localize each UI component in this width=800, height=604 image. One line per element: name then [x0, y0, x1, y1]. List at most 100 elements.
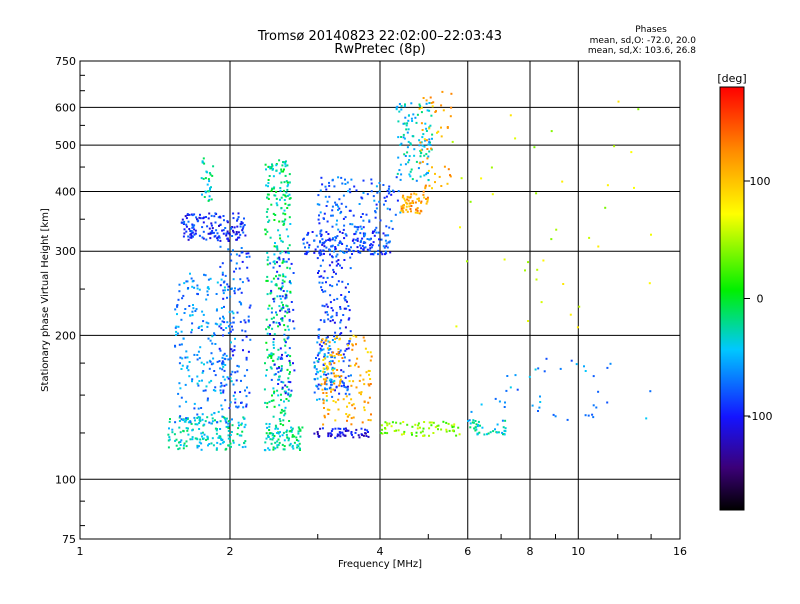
- data-point: [276, 440, 279, 443]
- data-point: [285, 260, 288, 263]
- data-point: [236, 225, 239, 228]
- data-point: [430, 421, 433, 424]
- data-point: [207, 322, 210, 325]
- data-point: [271, 187, 274, 190]
- data-point: [277, 277, 280, 280]
- data-point: [284, 296, 287, 299]
- data-point: [275, 169, 278, 172]
- data-point: [282, 290, 285, 292]
- data-point: [352, 416, 355, 419]
- data-point: [281, 318, 284, 321]
- data-point: [281, 164, 284, 167]
- data-point: [222, 297, 225, 300]
- data-point: [401, 196, 404, 199]
- data-point: [268, 448, 271, 451]
- data-point: [222, 375, 225, 378]
- data-point: [209, 187, 211, 190]
- legend-line-x: mean, sd,X: 103.6, 26.8: [588, 46, 696, 56]
- data-point: [349, 330, 352, 333]
- data-point: [223, 369, 226, 372]
- data-point: [414, 423, 417, 426]
- data-point: [271, 327, 274, 330]
- data-point: [191, 226, 194, 229]
- data-point: [316, 257, 319, 260]
- data-point: [354, 364, 356, 367]
- data-point: [328, 237, 331, 240]
- data-point: [318, 214, 320, 217]
- data-point: [319, 189, 322, 192]
- data-point: [283, 400, 285, 403]
- data-point: [199, 416, 202, 419]
- data-point: [311, 231, 314, 233]
- data-point: [276, 358, 279, 361]
- data-point: [297, 426, 300, 429]
- data-point: [423, 138, 426, 141]
- data-point: [180, 396, 183, 399]
- data-point: [325, 373, 328, 376]
- data-point: [326, 388, 329, 391]
- data-point: [348, 364, 351, 367]
- data-point: [326, 347, 329, 350]
- data-point: [403, 153, 406, 156]
- data-point: [339, 240, 342, 243]
- data-point: [266, 259, 269, 262]
- data-point: [206, 325, 209, 328]
- data-point: [206, 436, 209, 439]
- data-point: [189, 272, 191, 275]
- data-point: [283, 199, 286, 201]
- data-point: [179, 387, 182, 390]
- data-point: [183, 442, 186, 445]
- data-point: [344, 299, 347, 302]
- data-point: [275, 275, 277, 278]
- data-point: [244, 445, 247, 448]
- data-point: [399, 163, 402, 166]
- x-tick-label: 4: [377, 545, 384, 558]
- data-point: [318, 250, 321, 253]
- data-point: [367, 401, 370, 404]
- data-point: [613, 145, 616, 148]
- data-point: [222, 229, 225, 232]
- data-point: [279, 309, 282, 312]
- data-point: [223, 219, 225, 222]
- data-point: [473, 427, 476, 430]
- data-point: [409, 208, 412, 210]
- data-point: [273, 245, 276, 248]
- data-point: [212, 362, 215, 365]
- data-point: [212, 357, 215, 360]
- data-point: [474, 426, 477, 429]
- data-point: [178, 447, 181, 450]
- data-point: [403, 137, 406, 140]
- data-point: [184, 308, 187, 310]
- data-point: [472, 421, 475, 424]
- data-point: [411, 178, 414, 181]
- data-point: [436, 131, 438, 134]
- data-point: [291, 435, 294, 438]
- data-point: [351, 343, 354, 346]
- data-point: [400, 142, 403, 145]
- data-point: [398, 169, 401, 172]
- data-point: [416, 427, 419, 430]
- data-point: [351, 239, 354, 242]
- data-point: [399, 143, 402, 146]
- data-point: [237, 216, 240, 219]
- data-point: [418, 107, 421, 110]
- data-point: [366, 351, 369, 354]
- data-point: [355, 335, 358, 338]
- data-point: [422, 190, 425, 193]
- data-point: [460, 177, 463, 180]
- data-point: [192, 307, 195, 310]
- data-point: [265, 210, 268, 213]
- data-point: [246, 277, 249, 280]
- data-point: [223, 378, 226, 381]
- data-point: [338, 338, 341, 341]
- data-point: [288, 281, 291, 284]
- data-point: [273, 300, 276, 303]
- data-point: [637, 108, 640, 111]
- data-point: [281, 319, 284, 322]
- data-point: [322, 249, 325, 252]
- data-point: [202, 370, 205, 373]
- data-point: [397, 156, 400, 159]
- data-point: [215, 432, 218, 435]
- data-point: [431, 166, 433, 169]
- data-point: [289, 393, 292, 396]
